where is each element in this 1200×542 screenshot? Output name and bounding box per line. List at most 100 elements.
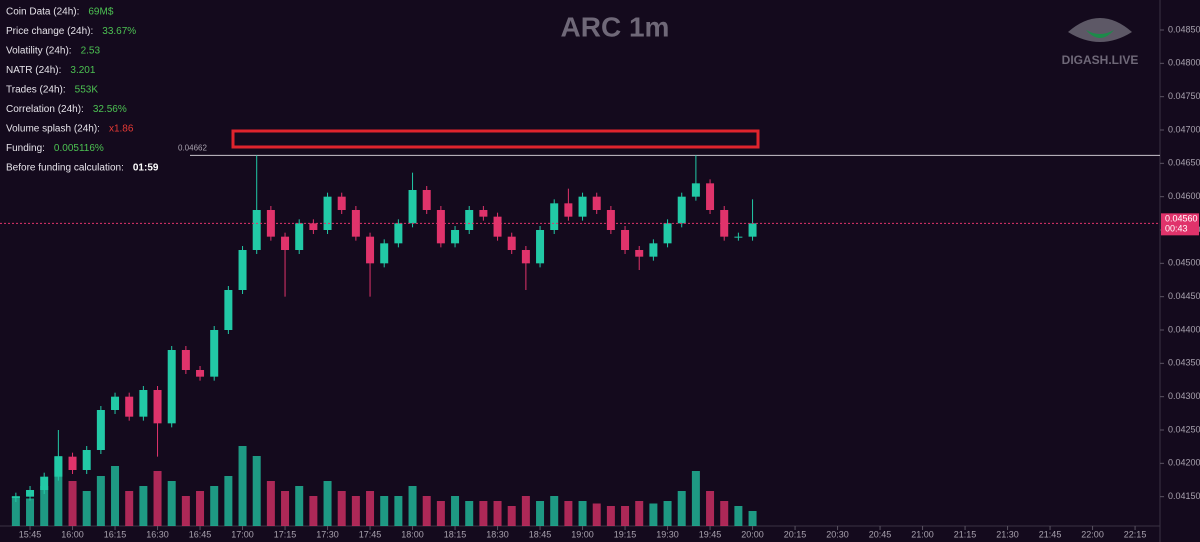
volume-bar [635, 501, 644, 526]
y-tick-label: 0.04400 [1168, 324, 1200, 334]
candle-body [451, 230, 460, 244]
y-tick-label: 0.04600 [1168, 191, 1200, 201]
x-tick-label: 21:00 [911, 529, 934, 539]
x-tick-label: 15:45 [19, 529, 42, 539]
volume-bar [649, 503, 658, 526]
x-tick-label: 17:15 [274, 529, 297, 539]
x-tick-label: 20:00 [741, 529, 764, 539]
x-tick-label: 19:15 [614, 529, 637, 539]
x-tick-label: 21:45 [1039, 529, 1062, 539]
volume-bar [408, 486, 417, 526]
x-tick-label: 17:30 [316, 529, 339, 539]
info-value: 3.201 [70, 65, 95, 76]
y-tick-label: 0.04700 [1168, 124, 1200, 134]
volume-bar [210, 486, 219, 526]
volume-bar [96, 476, 105, 526]
info-label: Correlation (24h): [6, 104, 84, 115]
info-label: Funding: [6, 143, 45, 154]
volume-bar [564, 501, 573, 526]
volume-bar [592, 503, 601, 526]
info-panel: Coin Data (24h): 69M$ Price change (24h): 3… [6, 7, 159, 174]
info-label: Volatility (24h): [6, 46, 72, 57]
candle-body [210, 330, 219, 377]
candle-body [536, 230, 545, 264]
volume-bar [309, 496, 318, 526]
candle-body [606, 210, 615, 230]
y-tick-label: 0.04850 [1168, 24, 1200, 34]
volume-bar [337, 491, 346, 526]
candle-body [68, 456, 77, 470]
highlight-box [231, 129, 760, 149]
candle-body [691, 183, 700, 197]
info-value: 69M$ [88, 7, 113, 18]
candle-body [351, 210, 360, 237]
volume-bar [380, 496, 389, 526]
volume-bar [153, 471, 162, 526]
x-tick-label: 21:15 [954, 529, 977, 539]
last-price-tag [1161, 213, 1199, 236]
volume-bar [663, 501, 672, 526]
candle-body [408, 190, 417, 224]
volume-bar [111, 466, 120, 526]
countdown: 00:43 [1165, 224, 1188, 234]
candle-body [507, 236, 516, 250]
volume-bar [82, 491, 91, 526]
candle-body [337, 196, 346, 210]
x-tick-label: 20:30 [826, 529, 849, 539]
volume-bar [295, 486, 304, 526]
volume-bar [578, 501, 587, 526]
candle-body [677, 196, 686, 224]
chart-title: ARC 1m [561, 11, 670, 42]
x-tick-label: 18:30 [486, 529, 509, 539]
y-tick-label: 0.04800 [1168, 58, 1200, 68]
volume-bar [507, 506, 516, 526]
candle-body [82, 450, 91, 470]
candle-body [592, 196, 601, 210]
candle-body [309, 223, 318, 230]
volume-bar [451, 496, 460, 526]
candle-body [153, 390, 162, 424]
x-tick-label: 22:15 [1124, 529, 1147, 539]
x-tick-label: 19:45 [699, 529, 722, 539]
volume-bar [252, 456, 261, 526]
x-tick-label: 19:00 [571, 529, 594, 539]
volume-bar [706, 491, 715, 526]
candle-body [422, 190, 431, 210]
info-value: x1.86 [109, 124, 134, 135]
volume-bar [748, 511, 757, 526]
x-tick-label: 16:45 [189, 529, 212, 539]
x-tick-label: 18:00 [401, 529, 424, 539]
y-tick-label: 0.04300 [1168, 391, 1200, 401]
candle-body [139, 390, 148, 417]
candle-body [96, 410, 105, 450]
level-label: 0.04662 [178, 143, 207, 152]
candle-body [465, 210, 474, 230]
volume-bar [436, 501, 445, 526]
candle-body [663, 223, 672, 244]
volume-bar [181, 496, 190, 526]
x-tick-label: 19:30 [656, 529, 679, 539]
candle-body [734, 236, 743, 238]
info-value: 32.56% [93, 104, 127, 115]
candle-body [224, 290, 233, 330]
volume-bar [351, 496, 360, 526]
candle-body [649, 243, 658, 257]
candle-body [578, 196, 587, 217]
x-tick-label: 16:15 [104, 529, 127, 539]
y-tick-label: 0.04650 [1168, 158, 1200, 168]
logo [1068, 18, 1132, 42]
x-tick-label: 18:15 [444, 529, 467, 539]
volume-bar [479, 501, 488, 526]
volume-bar [521, 496, 530, 526]
candle-body [479, 210, 488, 217]
info-value: 2.53 [81, 46, 101, 57]
info-label: Price change (24h): [6, 26, 93, 37]
candle-body [125, 396, 134, 417]
candle-body [281, 236, 290, 250]
info-label: Trades (24h): [6, 85, 66, 96]
candle-body [493, 216, 502, 237]
x-tick-label: 20:15 [784, 529, 807, 539]
x-tick-label: 16:30 [146, 529, 169, 539]
candle-body [323, 196, 332, 230]
candle-body [748, 223, 757, 237]
